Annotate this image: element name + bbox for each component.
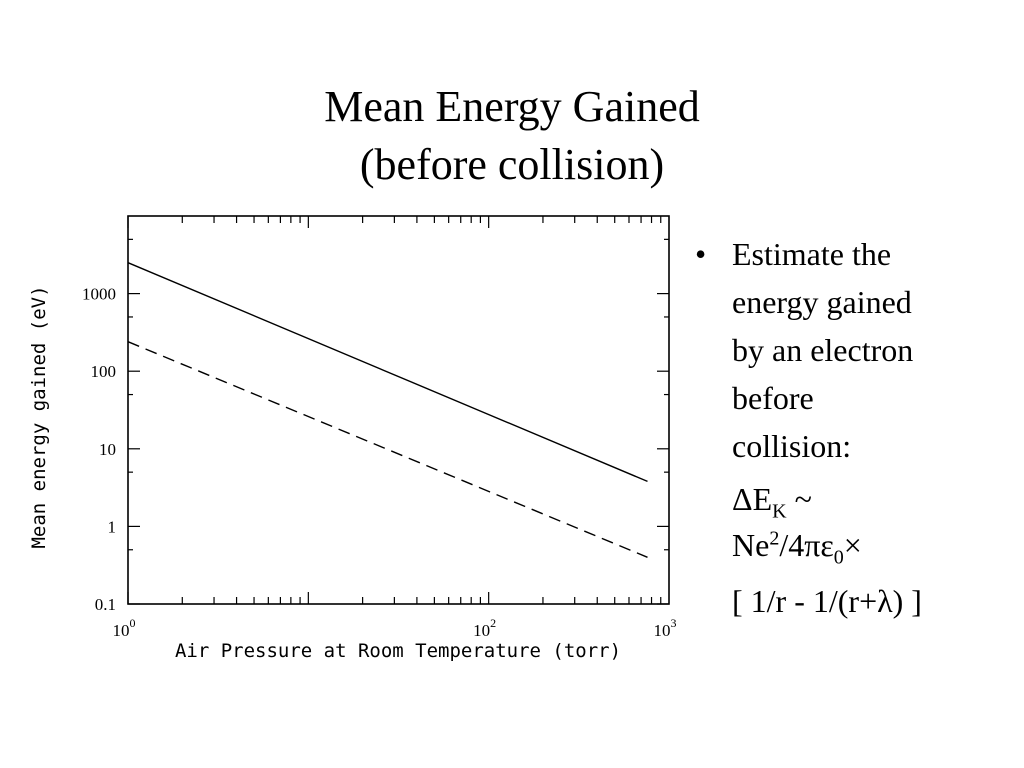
y-tick-label: 100 xyxy=(91,362,117,381)
x-axis-title: Air Pressure at Room Temperature (torr) xyxy=(175,640,621,662)
y-tick-label: 1000 xyxy=(82,285,116,304)
y-tick-label: 0.1 xyxy=(95,595,116,614)
title-line-2: (before collision) xyxy=(359,140,665,189)
formula-ne: Ne xyxy=(732,527,770,563)
series-group xyxy=(127,262,648,558)
formula-sub-k: K xyxy=(772,500,787,523)
slide-title: Mean Energy Gained (before collision) xyxy=(0,78,1024,194)
y-axis-title: Mean energy gained (eV) xyxy=(28,285,50,548)
bullet-block: • Estimate the energy gained by an elect… xyxy=(695,230,1015,624)
axis-ticks xyxy=(127,216,669,605)
formula-sub-0: 0 xyxy=(833,546,844,569)
y-tick-label: 1 xyxy=(108,517,117,536)
bullet-line: Estimate the xyxy=(732,236,892,272)
x-tick-label: 103 xyxy=(654,616,677,640)
formula-line-2: Ne2/4πε0× xyxy=(732,522,1015,568)
plot-border xyxy=(127,215,670,605)
energy-pressure-chart: 0.1 1 10 100 1000 100 102 103 Air Pressure at R… xyxy=(28,215,677,662)
x-tick-label: 100 xyxy=(113,616,136,640)
formula-delta-e: ΔE xyxy=(732,481,773,517)
bullet-item: • Estimate the energy gained by an elect… xyxy=(695,230,1015,470)
dashed-series-line xyxy=(127,341,648,558)
bullet-text: Estimate the energy gained by an electro… xyxy=(732,230,913,470)
formula-sup-2: 2 xyxy=(769,527,780,550)
y-tick-label: 10 xyxy=(99,440,116,459)
tick-labels: 0.1 1 10 100 1000 100 102 103 xyxy=(82,285,677,640)
formula-tilde: ~ xyxy=(786,481,812,517)
formula-times: × xyxy=(843,527,862,563)
solid-series-line xyxy=(127,262,648,483)
bullet-line: by an electron xyxy=(732,332,914,368)
title-line-1: Mean Energy Gained xyxy=(324,82,700,131)
formula-line-3: [ 1/r - 1/(r+λ) ] xyxy=(732,583,922,619)
bullet-line: collision: xyxy=(732,428,852,464)
plot-frame xyxy=(127,215,670,605)
x-tick-label: 102 xyxy=(473,616,496,640)
bullet-line: energy gained xyxy=(732,284,912,320)
formula: ΔEK ~ Ne2/4πε0× [ 1/r - 1/(r+λ) ] xyxy=(695,476,1015,624)
formula-four-pi-eps: /4πε xyxy=(779,527,834,563)
formula-line-1: ΔEK ~ xyxy=(732,476,1015,522)
bullet-marker: • xyxy=(695,236,707,272)
bullet-line: before xyxy=(732,380,814,416)
